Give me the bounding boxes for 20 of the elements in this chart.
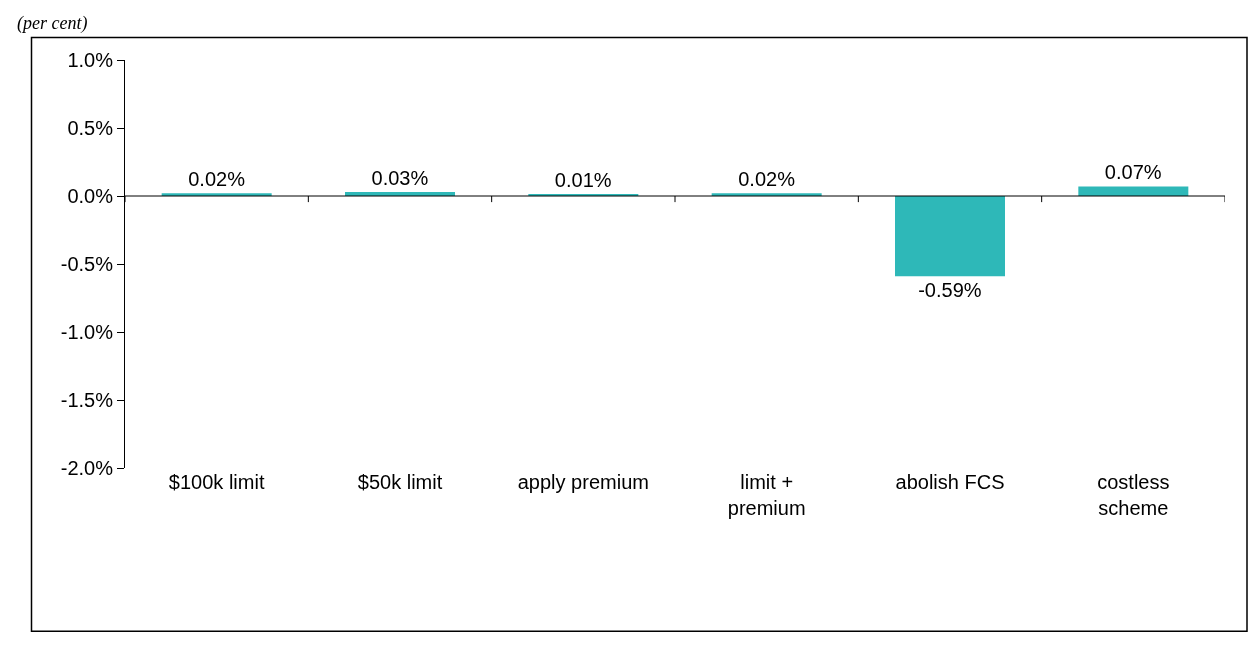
data-label: 0.02% (188, 168, 246, 191)
y-tick-label: 0.5% (67, 117, 114, 139)
x-tick-label: abolish FCS (895, 471, 1005, 493)
x-tick-label: costless scheme (1097, 471, 1170, 519)
x-tick-label: apply premium (517, 471, 649, 493)
y-tick-label: -1.0% (60, 321, 114, 343)
data-label: 0.01% (554, 169, 612, 191)
x-tick-label: $100k limit (168, 471, 265, 493)
y-tick-label: -2.0% (60, 457, 114, 479)
x-tick-label: limit + premium (727, 471, 806, 519)
data-label: -0.59% (918, 279, 982, 302)
chart-subtitle: (per cent) (17, 13, 88, 34)
data-label: 0.02% (738, 168, 796, 191)
y-tick-label: -0.5% (60, 253, 114, 275)
y-tick-label: 0.0% (67, 185, 114, 207)
y-tick-label: 1.0% (67, 49, 114, 71)
data-label: 0.03% (371, 166, 429, 189)
x-tick-label: $50k limit (357, 471, 443, 493)
data-label: 0.07% (1104, 161, 1162, 184)
y-tick-label: -1.5% (60, 389, 114, 411)
